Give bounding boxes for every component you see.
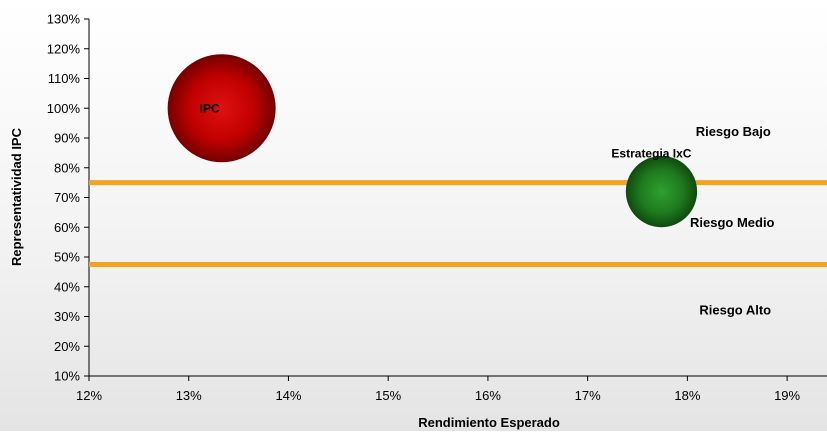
x-tick-label: 16%: [475, 388, 501, 403]
x-axis-title: Rendimiento Esperado: [418, 415, 560, 430]
y-tick-label: 20%: [54, 339, 80, 354]
region-label: Riesgo Medio: [690, 215, 775, 230]
x-tick-label: 19%: [774, 388, 800, 403]
y-tick-label: 30%: [54, 309, 80, 324]
y-axis-title: Representatividad IPC: [9, 127, 24, 266]
region-label: Riesgo Bajo: [696, 124, 771, 139]
y-tick-label: 130%: [47, 12, 81, 27]
x-tick-label: 17%: [575, 388, 601, 403]
bubble[interactable]: [625, 155, 698, 228]
y-tick-label: 60%: [54, 220, 80, 235]
y-tick-label: 10%: [54, 369, 80, 384]
x-tick-label: 13%: [176, 388, 202, 403]
x-tick-label: 15%: [375, 388, 401, 403]
bubble[interactable]: [167, 54, 276, 163]
y-tick-label: 120%: [47, 41, 81, 56]
y-tick-label: 80%: [54, 160, 80, 175]
x-tick-label: 14%: [275, 388, 301, 403]
y-tick-label: 70%: [54, 190, 80, 205]
bubble-label: Estrategia IxC: [611, 147, 691, 161]
y-tick-label: 110%: [48, 71, 81, 86]
y-tick-label: 50%: [54, 250, 80, 265]
x-tick-label: 18%: [674, 388, 700, 403]
region-label: Riesgo Alto: [699, 303, 771, 318]
y-tick-label: 40%: [54, 279, 80, 294]
x-tick-label: 12%: [76, 388, 102, 403]
bubble-label: IPC: [200, 101, 220, 115]
y-tick-label: 90%: [54, 131, 80, 146]
y-tick-label: 100%: [47, 101, 81, 116]
